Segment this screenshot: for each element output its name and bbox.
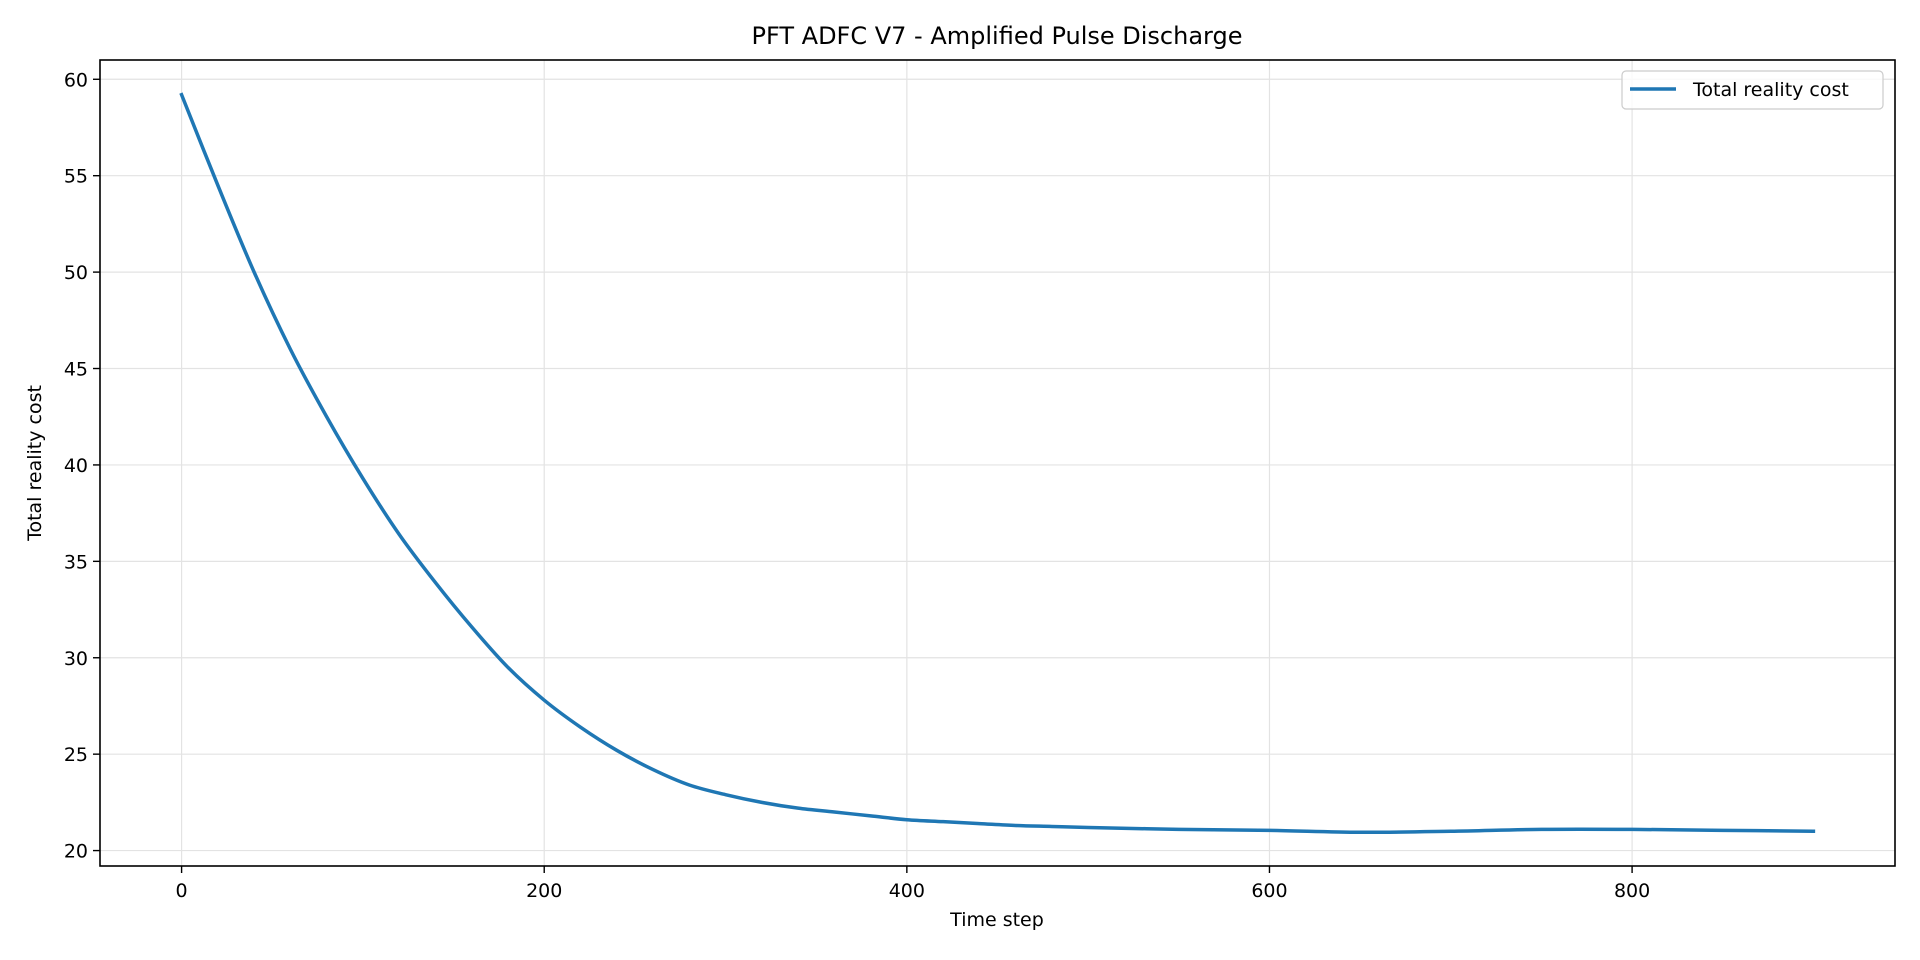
y-tick-label: 35 <box>64 551 88 573</box>
grid-lines <box>100 60 1895 866</box>
y-tick-label: 60 <box>64 69 88 91</box>
series-line-total-reality-cost <box>179 92 1816 835</box>
x-axis-ticks: 0 200 400 600 800 <box>176 866 1650 902</box>
y-tick-label: 50 <box>64 262 88 284</box>
x-tick-label: 400 <box>889 880 925 902</box>
x-axis-label: Time step <box>949 909 1044 931</box>
legend: Total reality cost <box>1621 70 1884 110</box>
plot-frame <box>99 59 1896 867</box>
x-tick-label: 0 <box>176 880 188 902</box>
y-tick-label: 20 <box>64 841 88 863</box>
chart-title: PFT ADFC V7 - Amplified Pulse Discharge <box>752 22 1243 50</box>
y-tick-label: 55 <box>64 166 88 188</box>
x-tick-label: 800 <box>1614 880 1650 902</box>
y-axis-ticks: 20 25 30 35 40 45 50 55 60 <box>64 69 100 863</box>
y-axis-label: Total reality cost <box>24 385 46 542</box>
legend-box <box>1621 70 1884 110</box>
y-tick-label: 30 <box>64 648 88 670</box>
y-tick-label: 45 <box>64 359 88 381</box>
y-tick-label: 25 <box>64 744 88 766</box>
series-layer <box>179 92 1816 835</box>
legend-label: Total reality cost <box>1692 79 1849 101</box>
y-tick-label: 40 <box>64 455 88 477</box>
x-tick-label: 600 <box>1251 880 1287 902</box>
x-tick-label: 200 <box>526 880 562 902</box>
